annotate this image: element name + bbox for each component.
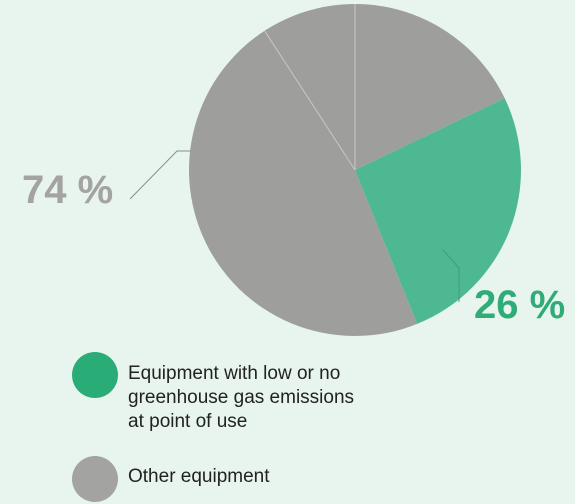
slice-low-emission bbox=[355, 98, 521, 324]
leader-line-low-emission bbox=[442, 249, 460, 302]
pie-slices bbox=[188, 3, 521, 336]
low-emission-percent-label: 26 % bbox=[474, 283, 565, 327]
slice-divider-2 bbox=[264, 30, 356, 171]
legend-label-other-equipment: Other equipment bbox=[128, 466, 270, 487]
leader-lines bbox=[129, 150, 460, 302]
legend: Equipment with low or no greenhouse gas … bbox=[72, 352, 432, 502]
legend-label-low-emission: Equipment with low or no greenhouse gas … bbox=[128, 363, 355, 432]
legend-swatch-green bbox=[72, 352, 118, 398]
slice-other-equipment bbox=[188, 3, 505, 336]
legend-item-low-emission: Equipment with low or no greenhouse gas … bbox=[72, 352, 432, 434]
legend-swatch-gray bbox=[72, 456, 118, 502]
leader-line-other-equipment bbox=[129, 150, 191, 200]
other-equipment-percent-label: 74 % bbox=[22, 168, 113, 212]
pie-dividers bbox=[264, 4, 356, 171]
legend-item-other-equipment: Other equipment bbox=[72, 456, 432, 502]
